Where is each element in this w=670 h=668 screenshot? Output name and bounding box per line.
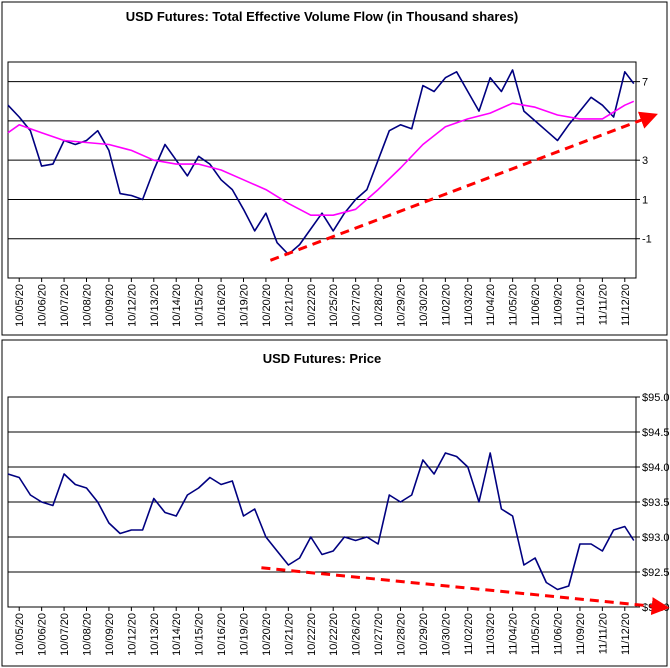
x-tick-label: 10/13/20 (149, 284, 161, 327)
y-tick-label: $95.0 (642, 392, 670, 404)
x-tick-label: 10/06/20 (37, 284, 49, 327)
x-tick-label: 10/09/20 (104, 284, 116, 327)
x-tick-label: 10/22/20 (306, 284, 318, 327)
x-tick-label: 10/25/20 (328, 284, 340, 327)
x-tick-label: 10/14/20 (171, 284, 183, 327)
plot-area (7, 396, 637, 608)
x-tick-label: 10/07/20 (59, 284, 71, 327)
x-tick-label: 10/12/20 (126, 613, 138, 656)
x-tick-label: 11/11/20 (597, 613, 609, 654)
x-tick-label: 10/14/20 (171, 613, 183, 656)
x-tick-label: 10/21/20 (283, 613, 295, 656)
x-tick-label: 11/04/20 (508, 613, 520, 655)
x-tick-label: 11/03/20 (463, 284, 475, 326)
x-tick-label: 11/02/20 (440, 284, 452, 326)
y-tick-label: $94.0 (642, 462, 670, 474)
x-tick-label: 10/30/20 (418, 284, 430, 327)
x-tick-label: 10/22/20 (306, 613, 318, 656)
y-tick-label: 1 (642, 194, 648, 206)
x-tick-label: 11/05/20 (508, 284, 520, 326)
x-tick-label: 11/05/20 (530, 613, 542, 655)
x-tick-label: 10/19/20 (239, 613, 251, 656)
panel-frame (1, 339, 668, 667)
y-tick-label: -1 (642, 234, 652, 246)
x-tick-label: 10/30/20 (440, 613, 452, 656)
x-tick-label: 11/12/20 (620, 613, 632, 655)
x-tick-label: 10/28/20 (373, 284, 385, 327)
x-tick-label: 10/16/20 (216, 613, 228, 656)
x-tick-label: 11/10/20 (575, 284, 587, 326)
data-line (7, 100, 635, 216)
x-tick-label: 10/06/20 (37, 613, 49, 656)
x-tick-label: 10/05/20 (14, 284, 26, 327)
y-tick-label: $93.5 (642, 497, 670, 509)
y-tick-label: 3 (642, 155, 648, 167)
x-tick-label: 10/20/20 (261, 613, 273, 656)
y-tick-label: 5 (642, 116, 648, 128)
trend-line (269, 111, 658, 262)
x-tick-label: 11/06/20 (530, 284, 542, 326)
x-tick-label: 10/27/20 (373, 613, 385, 656)
x-tick-label: 11/04/20 (485, 284, 497, 326)
x-tick-label: 11/11/20 (597, 284, 609, 325)
x-tick-label: 11/02/20 (463, 613, 475, 655)
x-tick-label: 11/12/20 (620, 284, 632, 326)
x-tick-label: 10/22/20 (328, 613, 340, 656)
x-tick-label: 10/27/20 (351, 284, 363, 327)
x-tick-label: 10/15/20 (194, 613, 206, 656)
x-tick-label: 10/28/20 (396, 613, 408, 656)
x-tick-label: 11/03/20 (485, 613, 497, 655)
x-tick-label: 10/15/20 (194, 284, 206, 327)
x-tick-label: 10/29/20 (396, 284, 408, 327)
x-tick-label: 11/09/20 (553, 284, 565, 326)
data-line (7, 69, 635, 256)
trend-line (261, 566, 670, 616)
data-line (7, 452, 635, 591)
x-tick-label: 10/13/20 (149, 613, 161, 656)
y-tick-label: $92.5 (642, 567, 670, 579)
x-tick-label: 10/05/20 (14, 613, 26, 656)
x-tick-label: 11/09/20 (575, 613, 587, 655)
x-tick-label: 10/21/20 (283, 284, 295, 327)
x-tick-label: 10/12/20 (126, 284, 138, 327)
chart-title: USD Futures: Total Effective Volume Flow… (126, 9, 518, 24)
x-tick-label: 11/06/20 (553, 613, 565, 655)
x-tick-label: 10/16/20 (216, 284, 228, 327)
y-tick-label: $94.5 (642, 427, 670, 439)
y-tick-label: $93.0 (642, 532, 670, 544)
plot-area (7, 61, 637, 279)
x-tick-label: 10/20/20 (261, 284, 273, 327)
x-tick-label: 10/09/20 (104, 613, 116, 656)
panel-frame (1, 1, 668, 336)
y-tick-label: 7 (642, 77, 648, 89)
x-tick-label: 10/07/20 (59, 613, 71, 656)
chart-title: USD Futures: Price (263, 351, 381, 366)
x-tick-label: 10/29/20 (418, 613, 430, 656)
x-tick-label: 10/08/20 (82, 284, 94, 327)
x-tick-label: 10/26/20 (351, 613, 363, 656)
x-tick-label: 10/19/20 (239, 284, 251, 327)
x-tick-label: 10/08/20 (82, 613, 94, 656)
